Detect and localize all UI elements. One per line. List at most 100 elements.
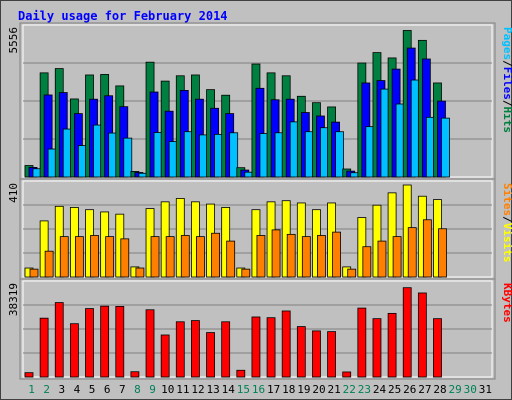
- bar-sites-day-5: [90, 235, 99, 278]
- day-label-17: 17: [267, 383, 280, 396]
- day-label-22: 22: [343, 383, 356, 396]
- day-label-4: 4: [74, 383, 81, 396]
- bar-kbytes-day-1: [24, 372, 34, 378]
- legend-entry: Files: [501, 67, 512, 100]
- bar-kbytes-day-25: [387, 312, 397, 378]
- bar-sites-day-28: [438, 228, 447, 278]
- bar-sites-day-8: [135, 267, 145, 278]
- bar-pages-day-28: [441, 117, 450, 178]
- bar-kbytes-day-2: [39, 317, 49, 378]
- day-label-21: 21: [328, 383, 341, 396]
- bar-kbytes-day-5: [85, 308, 94, 378]
- day-label-19: 19: [297, 383, 310, 396]
- day-label-15: 15: [237, 383, 250, 396]
- bar-sites-day-14: [226, 240, 236, 278]
- legend-entry: /: [501, 60, 512, 67]
- bar-kbytes-day-11: [175, 321, 185, 378]
- bar-kbytes-day-3: [54, 302, 64, 378]
- bars-kbytes: [24, 287, 442, 378]
- bar-kbytes-day-23: [357, 307, 367, 378]
- bar-sites-day-26: [407, 227, 417, 278]
- day-label-26: 26: [403, 383, 416, 396]
- day-label-20: 20: [312, 383, 325, 396]
- panel-visits: 410 Sites/Visits: [7, 178, 512, 280]
- bar-sites-day-10: [165, 236, 175, 278]
- panel-kbytes: 38319 KBytes: [7, 278, 512, 380]
- day-label-5: 5: [89, 383, 96, 396]
- day-label-7: 7: [119, 383, 126, 396]
- panel-legend: KBytes: [501, 283, 512, 323]
- day-label-30: 30: [464, 383, 477, 396]
- bar-sites-day-15: [241, 268, 251, 278]
- day-label-28: 28: [433, 383, 446, 396]
- bar-kbytes-day-7: [115, 306, 125, 378]
- bar-kbytes-day-10: [160, 334, 170, 378]
- bar-sites-day-19: [301, 236, 311, 278]
- bar-kbytes-day-28: [433, 318, 442, 378]
- legend-entry: KBytes: [501, 283, 512, 323]
- bar-sites-day-2: [44, 250, 54, 278]
- bar-sites-day-1: [29, 268, 39, 278]
- day-label-24: 24: [373, 383, 387, 396]
- bar-kbytes-day-19: [296, 326, 306, 378]
- bar-kbytes-day-27: [417, 292, 427, 378]
- bar-pages-day-21: [335, 131, 344, 178]
- x-axis-day-labels: 1 2 3 4 5 6 7 8 9 10 11 12 13 14 15 16 17 18 19 20 21 22 23 24 2…: [28, 383, 492, 396]
- legend-entry: Visits: [501, 223, 512, 263]
- bar-kbytes-day-13: [206, 332, 215, 378]
- day-label-12: 12: [191, 383, 204, 396]
- legend-entry: Pages: [501, 27, 512, 60]
- panel-max-label: 38319: [7, 283, 20, 316]
- bar-sites-day-13: [211, 232, 220, 278]
- day-label-25: 25: [388, 383, 401, 396]
- bar-kbytes-day-9: [145, 309, 155, 378]
- bar-sites-day-7: [120, 238, 130, 278]
- bar-kbytes-day-12: [191, 320, 200, 378]
- bar-kbytes-day-21: [327, 331, 336, 378]
- day-label-6: 6: [104, 383, 111, 396]
- bar-kbytes-day-4: [69, 323, 79, 378]
- day-label-11: 11: [176, 383, 189, 396]
- bars-visits: [24, 184, 447, 278]
- day-label-13: 13: [206, 383, 219, 396]
- bar-visits-day-25: [387, 192, 397, 278]
- day-label-23: 23: [358, 383, 371, 396]
- bar-sites-day-24: [377, 240, 387, 278]
- legend-entry: Sites: [501, 183, 512, 216]
- bar-kbytes-day-22: [342, 371, 352, 378]
- bar-sites-day-21: [332, 231, 341, 278]
- bar-kbytes-day-20: [312, 330, 321, 378]
- legend-entry: /: [501, 100, 512, 107]
- bar-pages-day-7: [123, 137, 133, 178]
- day-label-9: 9: [149, 383, 156, 396]
- day-label-27: 27: [418, 383, 431, 396]
- day-label-3: 3: [59, 383, 66, 396]
- bar-kbytes-day-17: [266, 317, 276, 378]
- panel-legend: Sites/Visits: [501, 183, 512, 263]
- bar-kbytes-day-8: [130, 371, 140, 378]
- panel-legend: Pages/Files/Hits: [501, 27, 512, 133]
- legend-entry: Hits: [501, 107, 512, 134]
- bar-sites-day-16: [256, 235, 266, 278]
- bar-sites-day-3: [59, 236, 69, 278]
- panel-max-label: 5556: [7, 27, 20, 54]
- bar-sites-day-20: [317, 235, 326, 278]
- day-label-2: 2: [43, 383, 50, 396]
- bar-kbytes-day-6: [100, 305, 110, 378]
- day-label-14: 14: [222, 383, 236, 396]
- day-label-8: 8: [134, 383, 141, 396]
- day-label-16: 16: [252, 383, 265, 396]
- bar-kbytes-day-16: [251, 316, 261, 378]
- bar-visits-day-2: [39, 220, 49, 278]
- panel-border: [19, 278, 496, 380]
- bar-sites-day-6: [105, 236, 115, 278]
- bar-kbytes-day-18: [281, 310, 291, 378]
- chart-panels: 5556Pages/Files/Hits410Sites/Visits38319…: [7, 22, 512, 380]
- bar-sites-day-22: [347, 268, 357, 278]
- day-label-18: 18: [282, 383, 295, 396]
- bar-sites-day-4: [74, 236, 84, 278]
- day-label-10: 10: [161, 383, 174, 396]
- bar-kbytes-day-15: [236, 369, 246, 378]
